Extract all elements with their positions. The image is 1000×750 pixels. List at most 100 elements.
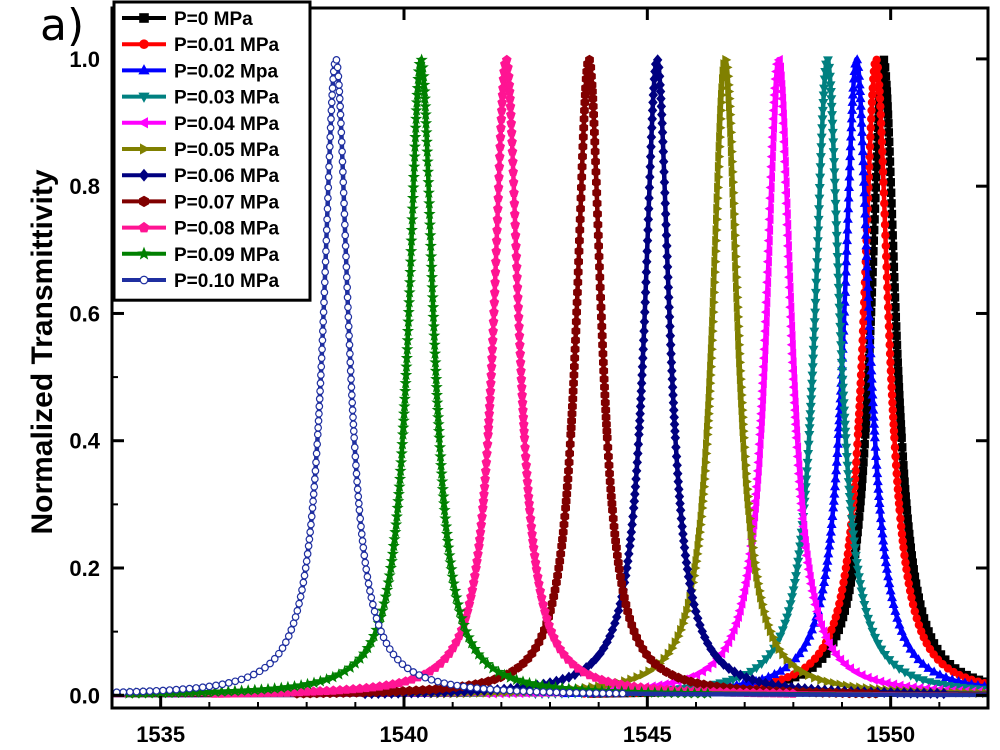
data-point <box>428 338 441 350</box>
series-layer <box>112 53 988 700</box>
data-point <box>393 655 402 664</box>
data-point <box>524 505 535 515</box>
data-point <box>880 549 891 559</box>
data-point <box>773 54 783 65</box>
data-point <box>401 324 414 337</box>
data-point <box>557 541 567 551</box>
data-point <box>600 382 609 393</box>
data-point <box>494 171 504 182</box>
data-point <box>855 512 864 521</box>
data-point <box>424 239 437 252</box>
data-point <box>756 659 767 670</box>
data-point <box>789 405 800 416</box>
data-point <box>218 680 227 689</box>
data-point <box>836 592 846 601</box>
data-point <box>905 643 916 653</box>
data-point <box>857 146 868 156</box>
data-point <box>318 336 327 345</box>
data-point <box>746 667 757 677</box>
data-point <box>856 386 865 396</box>
data-point <box>635 415 645 427</box>
data-point <box>889 262 899 272</box>
data-point <box>852 54 863 64</box>
data-point <box>873 490 884 500</box>
data-point <box>312 449 321 458</box>
data-point <box>900 551 909 560</box>
data-point <box>468 642 482 655</box>
data-point <box>802 458 813 468</box>
data-point <box>728 166 738 177</box>
data-point <box>890 605 901 615</box>
data-point <box>503 62 513 72</box>
legend-marker <box>137 117 148 129</box>
data-point <box>516 365 526 376</box>
data-point <box>824 540 835 550</box>
data-point <box>799 535 809 547</box>
legend-entry: P=0.08 MPa <box>122 219 280 240</box>
data-point <box>498 668 511 681</box>
data-point <box>314 416 323 425</box>
data-point <box>474 540 484 551</box>
data-point <box>844 161 855 171</box>
data-point <box>896 420 906 429</box>
data-point <box>485 393 495 404</box>
data-point <box>647 113 657 125</box>
data-point <box>435 467 448 479</box>
data-point <box>139 687 147 696</box>
data-point <box>726 118 736 129</box>
data-point <box>237 675 246 684</box>
data-point <box>871 193 880 203</box>
data-point <box>379 633 388 642</box>
data-point <box>801 475 812 485</box>
data-point <box>313 430 322 439</box>
data-point <box>829 488 840 498</box>
data-point <box>877 528 888 538</box>
data-point <box>424 229 437 241</box>
data-point <box>493 192 504 203</box>
data-point <box>803 564 813 575</box>
data-point <box>702 662 712 673</box>
data-point <box>764 620 774 631</box>
data-point <box>726 631 736 642</box>
data-point <box>664 301 674 313</box>
data-point <box>779 146 789 157</box>
data-point <box>316 387 324 395</box>
data-point <box>899 543 908 552</box>
data-point <box>243 673 252 682</box>
data-point <box>896 625 907 635</box>
data-point <box>395 455 408 468</box>
data-point <box>709 307 719 318</box>
data-point <box>780 177 790 188</box>
data-point <box>761 655 772 665</box>
data-point <box>815 153 826 163</box>
data-point <box>467 584 478 595</box>
data-point <box>830 678 840 689</box>
data-point <box>876 102 885 111</box>
data-point <box>408 150 421 162</box>
data-point <box>674 631 684 642</box>
data-point <box>881 241 891 251</box>
data-point <box>568 393 578 404</box>
data-point <box>788 382 798 393</box>
data-point <box>895 405 905 415</box>
data-point <box>866 365 877 375</box>
data-point <box>390 518 403 530</box>
data-point <box>806 387 817 397</box>
data-point <box>343 283 351 292</box>
data-point <box>750 496 760 507</box>
data-point <box>339 168 347 176</box>
data-point <box>436 475 449 487</box>
data-point <box>858 156 869 166</box>
data-point <box>519 432 530 442</box>
data-point <box>442 541 455 553</box>
data-point <box>721 677 732 687</box>
data-point <box>385 554 398 567</box>
data-point <box>629 495 640 507</box>
data-point <box>894 374 903 384</box>
data-point <box>885 331 894 340</box>
data-point <box>846 113 857 123</box>
data-point <box>480 465 491 476</box>
data-point <box>757 592 767 603</box>
data-point <box>893 349 902 358</box>
data-point <box>296 592 305 601</box>
